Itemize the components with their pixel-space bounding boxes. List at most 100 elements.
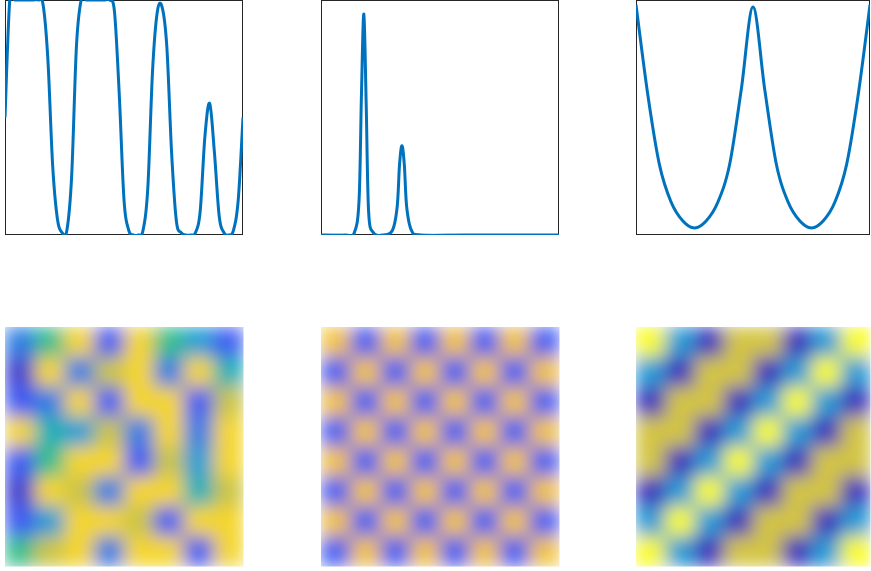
heatmap-cell <box>811 506 842 537</box>
heatmap-cell <box>782 416 812 447</box>
heatmap-cell <box>782 476 812 507</box>
data-line <box>5 0 243 235</box>
heatmap-cell <box>782 356 812 388</box>
heatmap-cell <box>665 536 695 567</box>
heatmap-cell <box>723 386 754 418</box>
heatmap-cell <box>124 476 155 507</box>
heatmap-cell <box>469 476 500 507</box>
heatmap-cell <box>440 356 471 388</box>
heatmap-cell <box>753 536 783 567</box>
heatmap-cell <box>124 536 155 567</box>
heatmap-cell <box>153 356 184 388</box>
heatmap-cell <box>636 446 666 477</box>
heatmap-cell <box>665 356 695 388</box>
heatmap-cell <box>350 356 381 388</box>
heatmap-cell <box>529 386 560 418</box>
heatmap-cell <box>499 476 530 507</box>
heatmap-cell <box>840 446 871 477</box>
heatmap-cell <box>213 386 244 418</box>
heatmap-cell <box>410 356 441 388</box>
heatmap-cell <box>213 506 244 537</box>
heatmap-cell <box>440 327 471 358</box>
heatmap-cell <box>440 416 471 447</box>
heatmap-cell <box>64 476 95 507</box>
heatmap-cell <box>840 386 871 418</box>
heatmap-cell <box>94 327 125 358</box>
heatmap-cell <box>183 476 214 507</box>
heatmap-cell <box>153 506 184 537</box>
heatmap-cell <box>124 506 155 537</box>
heatmap-cell <box>469 536 500 567</box>
heatmap-cell <box>723 536 754 567</box>
heatmap-cell <box>694 506 725 537</box>
heatmap-cell <box>124 416 155 447</box>
heatmap-cell <box>380 446 411 477</box>
heatmap-cell <box>840 356 871 388</box>
heatmap-cell <box>183 386 214 418</box>
heatmap-cell <box>811 446 842 477</box>
heatmap-cell <box>64 416 95 447</box>
heatmap-cell <box>811 327 842 358</box>
heatmap-cell <box>183 356 214 388</box>
heatmap-cell <box>840 476 871 507</box>
heatmap-cell <box>499 506 530 537</box>
heatmap-cell <box>321 536 352 567</box>
heatmap-cell <box>636 416 666 447</box>
heatmap-cell <box>321 356 352 388</box>
heatmap-cell <box>350 476 381 507</box>
heatmap <box>5 327 244 567</box>
heatmap-cell <box>665 476 695 507</box>
heatmap-cell <box>34 386 65 418</box>
heatmap-cell <box>694 356 725 388</box>
heatmap-cell <box>213 446 244 477</box>
heatmap-cell <box>665 416 695 447</box>
heatmap-cell <box>321 416 352 447</box>
heatmap-cell <box>723 327 754 358</box>
heatmap-cell <box>183 506 214 537</box>
heatmap-cell <box>440 386 471 418</box>
heatmap-cell <box>636 476 666 507</box>
heatmap-cell <box>840 416 871 447</box>
heatmap-cell <box>380 536 411 567</box>
heatmap-cell <box>34 446 65 477</box>
heatmap-cell <box>380 386 411 418</box>
heatmap-cell <box>469 356 500 388</box>
data-line <box>321 12 559 235</box>
heatmap-cell <box>410 536 441 567</box>
heatmap-cell <box>350 386 381 418</box>
heatmap-cell <box>124 386 155 418</box>
axes-box <box>636 0 870 235</box>
heatmap-cell <box>753 476 783 507</box>
heatmap-cell <box>94 536 125 567</box>
heatmap-cell <box>410 416 441 447</box>
heatmap-cell <box>94 476 125 507</box>
heatmap-cell <box>5 506 36 537</box>
heatmap-cell <box>34 476 65 507</box>
heatmap-cell <box>410 506 441 537</box>
axes-box <box>321 0 559 235</box>
heatmap-cell <box>529 327 560 358</box>
heatmap-cell <box>694 536 725 567</box>
heatmap-cell <box>469 327 500 358</box>
heatmap-cell <box>840 536 871 567</box>
heatmap-cell <box>694 476 725 507</box>
heatmap-cell <box>753 506 783 537</box>
heatmap-cell <box>840 506 871 537</box>
heatmap-cell <box>321 327 352 358</box>
heatmap-cell <box>5 476 36 507</box>
heatmap-cell <box>782 536 812 567</box>
heatmap-cell <box>5 327 36 358</box>
heatmap-cell <box>94 356 125 388</box>
heatmap-cell <box>753 416 783 447</box>
heatmap-cell <box>499 536 530 567</box>
heatmap <box>321 327 560 567</box>
heatmap-cell <box>350 536 381 567</box>
heatmap-cell <box>811 386 842 418</box>
heatmap-cell <box>782 506 812 537</box>
heatmap-cell <box>5 536 36 567</box>
heatmap-cell <box>753 446 783 477</box>
heatmap-cell <box>64 327 95 358</box>
heatmap-cell <box>811 476 842 507</box>
